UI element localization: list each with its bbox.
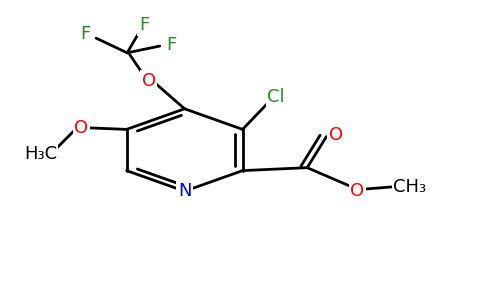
- Text: CH₃: CH₃: [393, 178, 426, 196]
- Text: F: F: [80, 25, 90, 43]
- Text: O: O: [329, 126, 343, 144]
- Text: F: F: [139, 16, 149, 34]
- Text: F: F: [166, 37, 176, 55]
- Text: O: O: [142, 72, 156, 90]
- Text: Cl: Cl: [267, 88, 285, 106]
- Text: H₃C: H₃C: [24, 146, 57, 164]
- Text: O: O: [74, 119, 88, 137]
- Text: O: O: [350, 182, 364, 200]
- Text: N: N: [178, 182, 191, 200]
